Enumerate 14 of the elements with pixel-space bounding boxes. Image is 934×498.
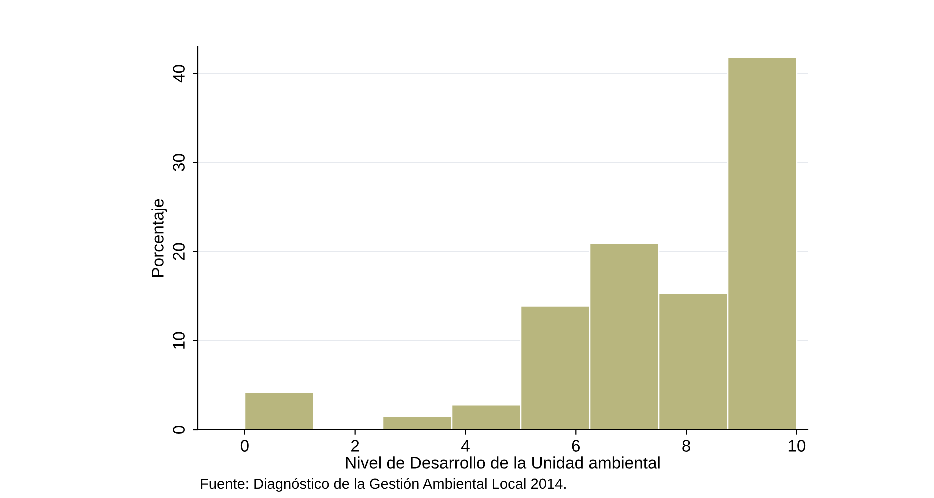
y-tick-label: 40 bbox=[173, 65, 185, 83]
x-tick-label: 8 bbox=[682, 440, 690, 452]
y-axis-title: Porcentaje bbox=[152, 199, 168, 277]
x-tick-label: 6 bbox=[572, 440, 580, 452]
source-note: Fuente: Diagnóstico de la Gestión Ambiental Local 2014. bbox=[201, 478, 566, 492]
x-tick-label: 10 bbox=[788, 440, 806, 452]
x-tick-label: 0 bbox=[240, 440, 249, 452]
x-tick-label: 2 bbox=[352, 440, 360, 452]
x-axis-title: Nivel de Desarrollo de la Unidad ambiental bbox=[346, 456, 660, 469]
y-tick-label: 20 bbox=[173, 243, 185, 260]
y-tick-label: 0 bbox=[173, 426, 185, 434]
x-tick-label: 4 bbox=[461, 440, 470, 452]
y-tick-label: 10 bbox=[173, 332, 185, 349]
y-tick-label: 30 bbox=[173, 154, 185, 172]
